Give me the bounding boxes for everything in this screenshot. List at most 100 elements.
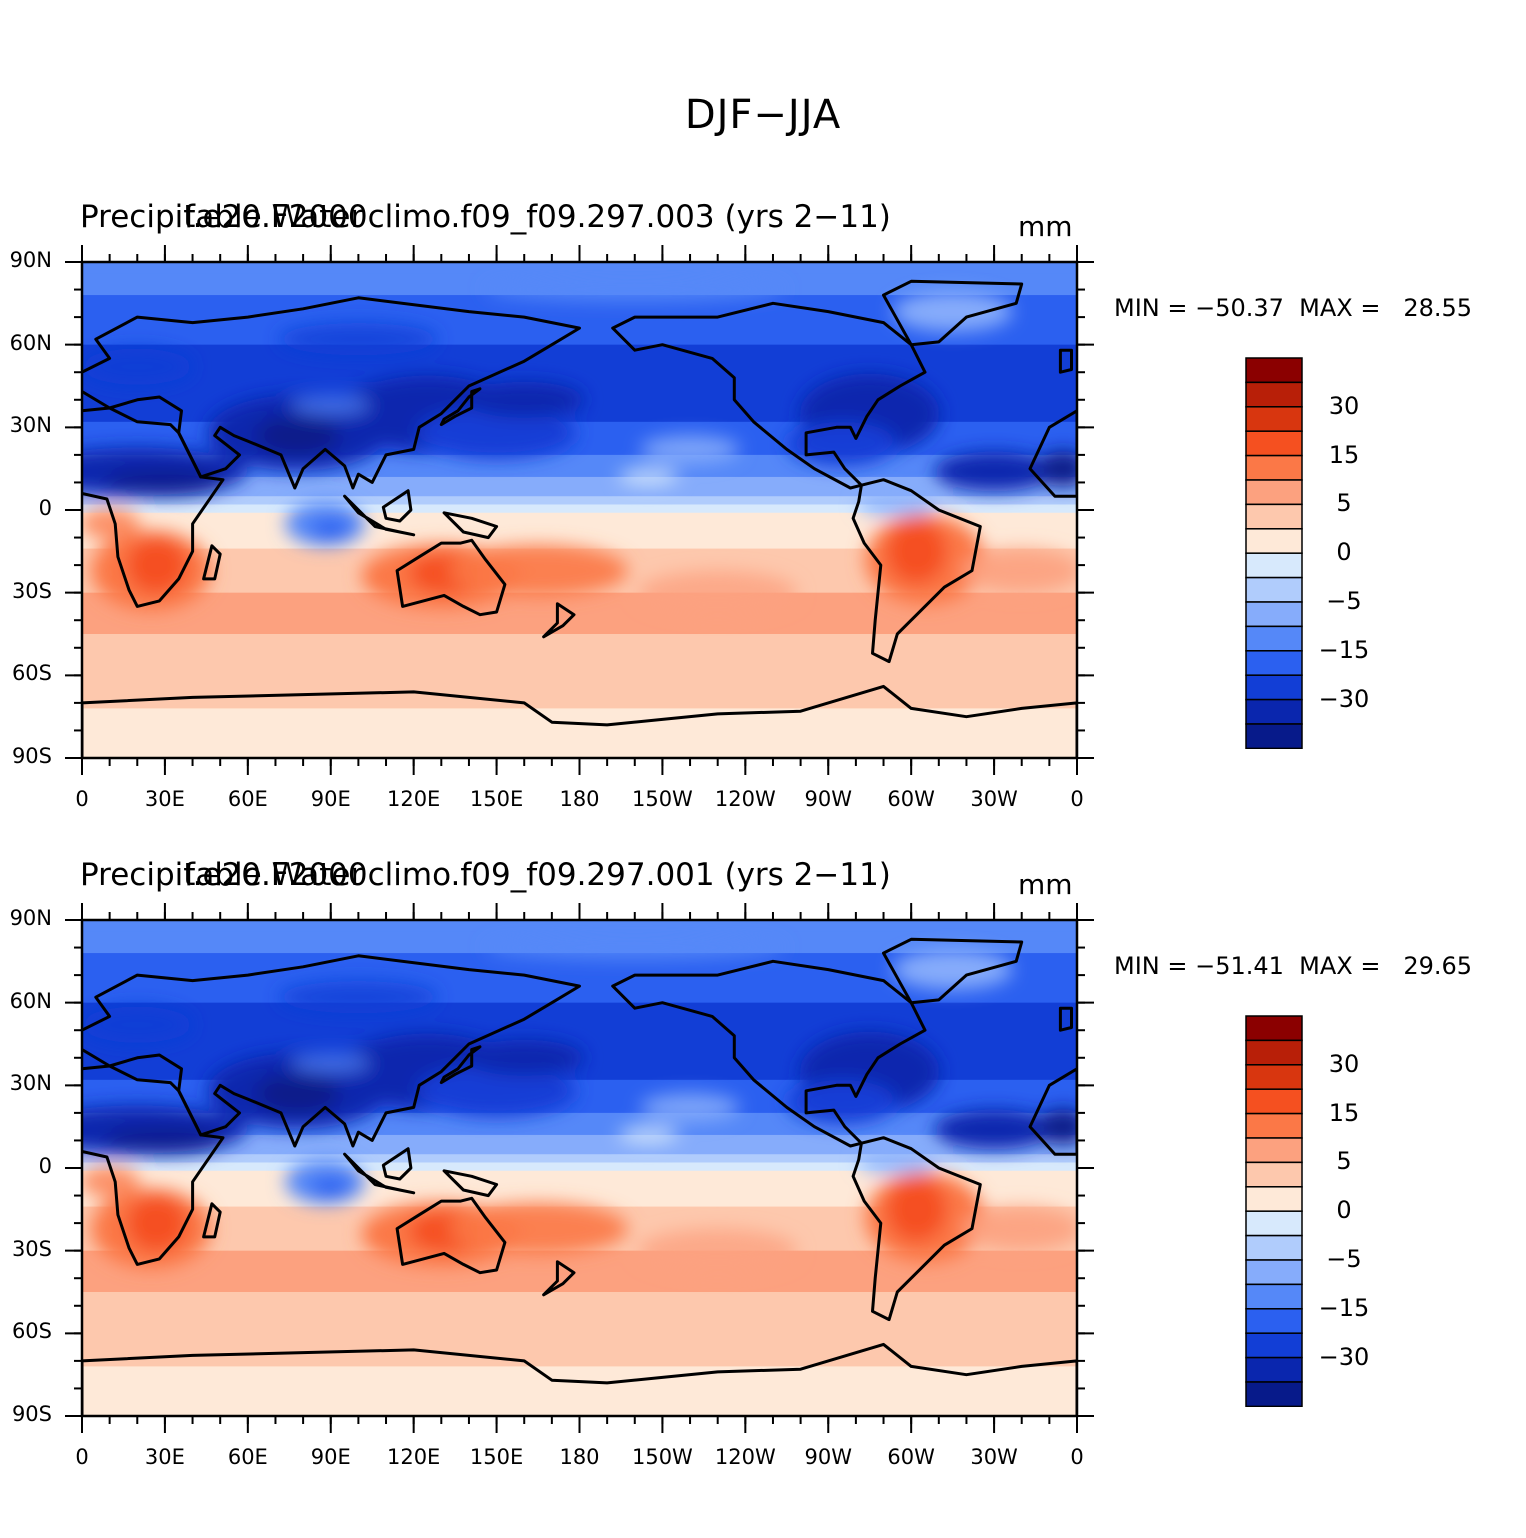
- feature-greenland: [892, 291, 1013, 332]
- lat-tick-label: 30S: [11, 1236, 52, 1261]
- lon-tick-label: 30E: [144, 787, 185, 811]
- colorbar: [1245, 1015, 1303, 1408]
- colorbar-box: [1245, 406, 1303, 432]
- left-string: Precipitable Water: [80, 199, 364, 235]
- field-band: [82, 920, 1077, 933]
- lon-tick-label: 150W: [631, 1445, 693, 1469]
- tick-marks: [65, 245, 1094, 775]
- map-panel-top: Precipitable Water f.e20.F2000climo.f09_f…: [0, 0, 1526, 811]
- units-label: mm: [1018, 210, 1073, 243]
- lat-tick-label: 30N: [9, 1071, 52, 1096]
- feature-tibet-light: [290, 395, 371, 416]
- colorbar-label: 30: [1328, 391, 1360, 420]
- lon-tick-label: 120W: [714, 787, 776, 811]
- feature-arctic: [484, 277, 785, 302]
- field-band: [82, 1292, 1077, 1349]
- lon-tick-label: 150E: [469, 1445, 524, 1469]
- coast-africa-wrap: [1028, 409, 1077, 498]
- coastlines: [82, 279, 1077, 758]
- colorbar-box: [1245, 698, 1303, 725]
- lat-tick-label: 90S: [11, 1402, 52, 1426]
- colorbar: [1245, 357, 1303, 750]
- coast-north-america: [611, 301, 927, 490]
- colorbar-box: [1245, 1356, 1303, 1383]
- contour-map: [65, 245, 1094, 775]
- colorbar-box: [1245, 1015, 1303, 1042]
- lon-tick-label: 0: [1070, 1445, 1084, 1469]
- colorbar-box: [1245, 1283, 1303, 1310]
- colorbar-box: [1245, 1137, 1303, 1164]
- field-band: [82, 1154, 1077, 1164]
- feature-brazil-core: [886, 519, 947, 584]
- lon-tick-label: 90W: [804, 1445, 853, 1469]
- colorbar-box: [1245, 1039, 1303, 1066]
- feature-brazil-core: [886, 1177, 947, 1242]
- colorbar-box: [1245, 1112, 1303, 1139]
- coast-new-zealand: [542, 1260, 576, 1297]
- colorbar-box: [1245, 528, 1303, 554]
- colorbar-label: −5: [1326, 587, 1362, 615]
- coast-borneo: [381, 489, 413, 523]
- colorbar-box: [1245, 650, 1303, 676]
- lon-tick-label: 60W: [887, 1445, 935, 1469]
- coast-antarctica: [82, 684, 1077, 758]
- colorbar-box: [1245, 430, 1303, 457]
- feature-atlantic: [934, 1109, 1055, 1150]
- colorbar-box: [1245, 454, 1303, 481]
- colorbar-label: −5: [1326, 1245, 1362, 1273]
- colorbar-label: −30: [1318, 684, 1370, 713]
- coast-indonesia: [343, 1152, 416, 1195]
- colorbar-box: [1245, 357, 1303, 384]
- lon-tick-label: 0: [75, 1445, 89, 1469]
- colorbar-box: [1245, 576, 1303, 603]
- contour-map: [65, 903, 1094, 1433]
- lon-tick-label: 30W: [970, 787, 1018, 811]
- colorbar-box: [1245, 1088, 1303, 1115]
- lat-tick-label: 0: [38, 496, 52, 520]
- coast-north-america: [611, 959, 927, 1148]
- feature-kuroshio: [464, 381, 585, 418]
- lon-tick-label: 60E: [227, 1445, 268, 1469]
- feature-sahel: [104, 1126, 225, 1155]
- colorbar-label: −30: [1318, 1342, 1370, 1371]
- tick-marks: [65, 903, 1094, 1433]
- coast-uk: [1058, 1006, 1073, 1032]
- left-string: Precipitable Water: [80, 857, 364, 893]
- coast-south-america: [851, 1136, 982, 1322]
- colorbar-box: [1245, 479, 1303, 506]
- feature-south-atlantic: [961, 1206, 1077, 1251]
- lon-tick-label: 120E: [386, 787, 441, 811]
- field-band: [82, 1134, 1077, 1156]
- coast-new-guinea: [442, 511, 499, 540]
- lat-tick-label: 60S: [11, 661, 52, 686]
- colorbar-box: [1245, 1381, 1303, 1408]
- coast-africa: [82, 406, 225, 608]
- colorbar-label: 15: [1328, 1098, 1360, 1127]
- lon-tick-label: 120W: [714, 1445, 776, 1469]
- lat-tick-label: 60N: [9, 988, 52, 1013]
- colorbar-label: 0: [1336, 538, 1352, 567]
- coast-indonesia: [343, 494, 416, 537]
- feature-se-pacific: [637, 1228, 798, 1273]
- feature-asia-core: [255, 415, 340, 456]
- center-string: f.e20.F2000climo.f09_f09.297.003 (yrs 2−…: [184, 199, 891, 235]
- colorbar-box: [1245, 1332, 1303, 1359]
- feature-west-africa-edge: [1038, 1108, 1077, 1145]
- colorbar-box: [1245, 723, 1303, 750]
- colorbar-box: [1245, 1064, 1303, 1090]
- colorbar-box: [1245, 1210, 1303, 1237]
- coast-australia: [395, 1196, 507, 1275]
- coast-antarctica: [82, 1342, 1077, 1416]
- units-label: mm: [1018, 868, 1073, 901]
- coast-japan: [439, 387, 482, 427]
- center-string: f.e20.F2000climo.f09_f09.297.001 (yrs 2−…: [184, 857, 891, 893]
- lon-tick-label: 30E: [144, 1445, 185, 1469]
- feature-cp-light: [618, 1126, 679, 1143]
- colorbar-box: [1245, 1186, 1303, 1212]
- lat-tick-label: 90S: [11, 744, 52, 768]
- feature-siberia: [278, 323, 439, 356]
- feature-west-africa-edge: [1038, 450, 1077, 487]
- field-band: [82, 1347, 1077, 1368]
- feature-west-africa-south: [82, 508, 140, 539]
- coast-greenland: [882, 279, 1024, 347]
